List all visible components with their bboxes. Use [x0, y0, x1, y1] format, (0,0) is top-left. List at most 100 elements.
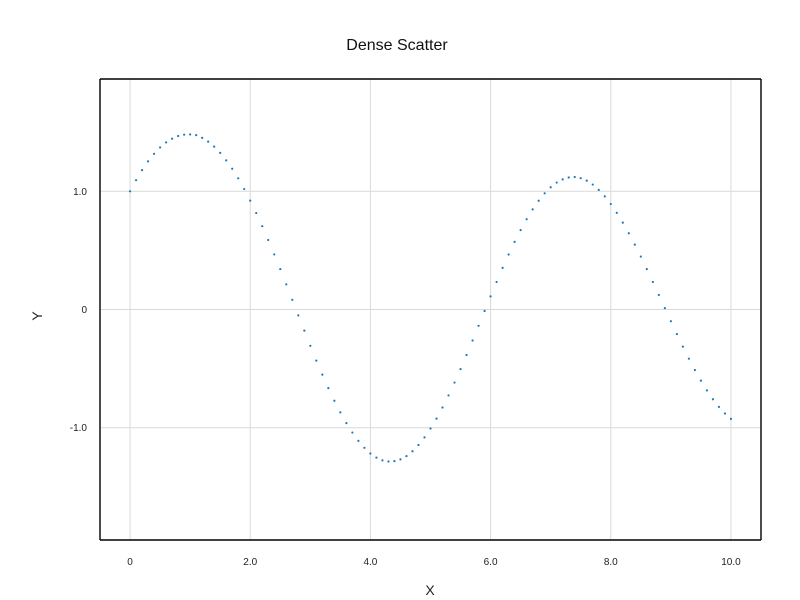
scatter-point: [315, 359, 318, 362]
scatter-point: [399, 458, 402, 461]
scatter-point: [327, 387, 330, 390]
scatter-point: [255, 211, 258, 215]
scatter-point: [573, 175, 576, 179]
scatter-point: [699, 379, 703, 382]
scatter-point: [723, 412, 727, 415]
scatter-point: [146, 160, 150, 163]
scatter-point: [687, 357, 690, 360]
x-tick-labels: 0 2.0 4.0 6.0 8.0 10.0: [127, 557, 741, 568]
x-tick-label: 4.0: [363, 557, 377, 568]
scatter-point: [639, 255, 642, 258]
scatter-point: [471, 339, 474, 342]
scatter-point: [555, 181, 558, 184]
scatter-point: [369, 452, 372, 455]
scatter-point: [537, 199, 540, 202]
scatter-point: [225, 159, 228, 162]
scatter-point: [465, 353, 468, 357]
scatter-point: [273, 253, 276, 256]
chart-title: Dense Scatter: [346, 37, 448, 54]
scatter-point: [213, 145, 216, 148]
scatter-point: [417, 443, 420, 447]
scatter-point: [579, 177, 582, 180]
x-tick-label: 10.0: [721, 557, 741, 568]
scatter-points: [128, 133, 733, 463]
scatter-point: [681, 345, 684, 348]
scatter-point: [165, 141, 168, 144]
scatter-point: [525, 218, 528, 221]
scatter-point: [711, 398, 715, 401]
scatter-point: [393, 460, 396, 463]
scatter-point: [381, 459, 384, 462]
scatter-point: [285, 283, 288, 286]
scatter-point: [453, 381, 456, 384]
scatter-point: [501, 266, 504, 269]
y-tick-label: 1.0: [73, 187, 87, 198]
scatter-point: [339, 411, 342, 414]
scatter-point: [669, 320, 672, 323]
scatter-point: [591, 183, 594, 186]
scatter-point: [729, 417, 733, 420]
scatter-point: [489, 295, 492, 298]
scatter-point: [152, 152, 156, 155]
scatter-point: [357, 439, 360, 442]
x-tick-label: 0: [127, 557, 133, 568]
scatter-point: [567, 176, 570, 179]
scatter-point: [543, 192, 546, 195]
scatter-point: [237, 177, 240, 180]
scatter-point: [627, 232, 630, 235]
scatter-point: [177, 134, 180, 138]
scatter-point: [231, 167, 234, 170]
scatter-point: [261, 225, 264, 228]
scatter-point: [171, 137, 174, 140]
scatter-point: [603, 195, 606, 198]
scatter-point: [351, 431, 354, 434]
scatter-point: [717, 405, 721, 409]
scatter-point: [303, 329, 306, 332]
y-axis-label: Y: [29, 311, 45, 321]
x-tick-label: 8.0: [604, 557, 618, 568]
scatter-point: [435, 417, 438, 420]
scatter-point: [195, 134, 198, 137]
scatter-point: [615, 211, 618, 214]
scatter-point: [279, 267, 282, 271]
scatter-point: [189, 133, 192, 136]
scatter-point: [549, 186, 552, 189]
scatter-point: [321, 373, 324, 376]
scatter-point: [519, 228, 522, 232]
scatter-point: [267, 238, 270, 242]
scatter-point: [513, 240, 516, 243]
scatter-point: [249, 199, 252, 202]
scatter-point: [705, 389, 709, 392]
scatter-point: [411, 450, 414, 453]
scatter-point: [651, 280, 654, 284]
scatter-point: [405, 454, 408, 458]
scatter-point: [459, 367, 462, 371]
scatter-point: [207, 140, 210, 143]
scatter-point: [657, 293, 660, 297]
y-tick-labels: -1.0 0 1.0: [70, 187, 88, 434]
scatter-point: [531, 208, 534, 211]
x-tick-label: 6.0: [484, 557, 498, 568]
scatter-point: [633, 243, 636, 246]
scatter-point: [477, 324, 480, 327]
scatter-point: [309, 344, 312, 347]
scatter-point: [363, 446, 366, 449]
scatter-point: [219, 151, 222, 154]
scatter-point: [387, 460, 390, 463]
scatter-point: [495, 280, 498, 284]
scatter-point: [561, 178, 564, 181]
plot-frame: [99, 78, 762, 541]
scatter-point: [441, 406, 444, 409]
scatter-point: [134, 179, 138, 182]
scatter-point: [609, 202, 612, 206]
x-axis-label: X: [425, 582, 435, 598]
scatter-point: [585, 179, 588, 182]
scatter-point: [333, 399, 336, 402]
scatter-point: [645, 267, 648, 271]
scatter-point: [243, 187, 246, 191]
scatter-point: [447, 394, 450, 397]
scatter-point: [158, 146, 162, 149]
scatter-point: [663, 306, 666, 310]
x-tick-label: 2.0: [243, 557, 257, 568]
